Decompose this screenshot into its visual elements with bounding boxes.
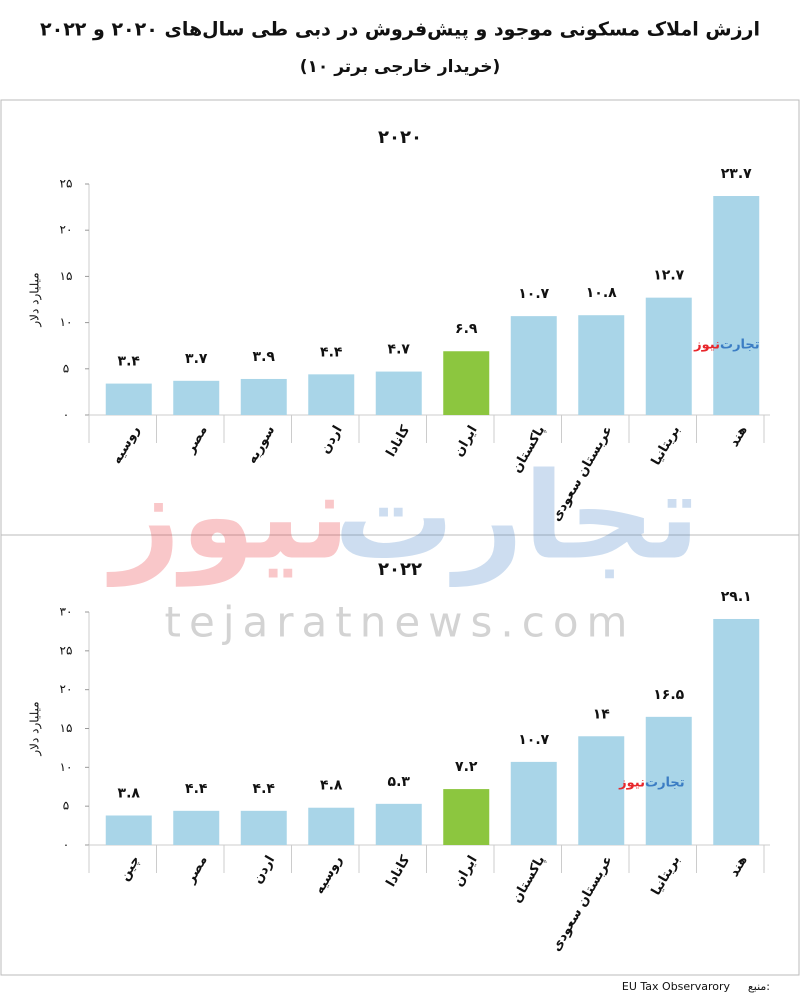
value-label: ۴.۷: [388, 342, 411, 358]
value-label: ۴.۴: [185, 781, 208, 797]
source-label: منبع:: [748, 980, 770, 993]
logo-brand: نیوز: [693, 338, 720, 353]
value-label: ۷.۲: [455, 759, 478, 775]
value-label: ۱۴: [593, 706, 611, 722]
value-label: ۳.۹: [253, 349, 276, 365]
bar: [578, 736, 625, 845]
value-label: ۱۰.۷: [518, 732, 549, 748]
watermark: تجارت نیوز tejaratnews.com: [107, 448, 700, 647]
chart-title: ۲۰۲۲: [378, 559, 422, 580]
watermark-url: tejaratnews.com: [165, 598, 636, 647]
value-label: ۱۶.۵: [653, 687, 684, 703]
value-label: ۱۰.۸: [586, 285, 617, 301]
value-label: ۲۹.۱: [721, 589, 752, 605]
bar: [578, 315, 625, 415]
y-tick-label: ۵: [63, 799, 69, 813]
y-tick-label: ۳۰: [60, 605, 73, 619]
value-label: ۳.۴: [118, 354, 141, 370]
page-title: ارزش املاک مسکونی موجود و پیش‌فروش در دب…: [40, 19, 760, 41]
y-axis-label: میلیارد دلار: [28, 272, 43, 327]
bar: [443, 789, 490, 845]
bar: [240, 810, 287, 845]
y-tick-label: ۰: [63, 838, 69, 852]
logo-brand: تجارت: [720, 338, 760, 353]
logo-brand: تجارت: [645, 776, 685, 791]
y-tick-label: ۰: [63, 408, 69, 422]
value-label: ۴.۴: [320, 344, 343, 360]
bar: [645, 716, 692, 845]
value-label: ۳.۸: [118, 785, 141, 801]
value-label: ۴.۴: [253, 781, 276, 797]
value-label: ۶.۹: [455, 321, 478, 337]
bar: [645, 297, 692, 415]
watermark-brand: نیوز: [107, 448, 350, 587]
bar: [173, 380, 220, 415]
value-label: ۱۲.۷: [653, 268, 684, 284]
bar: [443, 351, 490, 415]
bar: [173, 810, 220, 845]
y-tick-label: ۲۰: [60, 682, 73, 696]
bar: [375, 371, 422, 415]
chart-title: ۲۰۲۰: [378, 127, 422, 148]
y-tick-label: ۱۵: [60, 721, 73, 735]
value-label: ۴.۸: [320, 778, 343, 794]
y-tick-label: ۱۰: [60, 760, 73, 774]
y-tick-label: ۱۵: [60, 269, 73, 283]
bar: [240, 378, 287, 415]
y-tick-label: ۲۵: [60, 643, 73, 657]
bar: [105, 383, 152, 415]
value-label: ۵.۳: [388, 774, 411, 790]
y-tick-label: ۵: [63, 361, 69, 375]
y-tick-label: ۲۵: [60, 177, 73, 191]
bar: [510, 761, 557, 845]
value-label: ۳.۷: [185, 351, 208, 367]
bar: [510, 316, 557, 415]
value-label: ۱۰.۷: [518, 286, 549, 302]
panel-frame: [0, 534, 800, 976]
value-label: ۲۳.۷: [721, 166, 752, 182]
bar: [713, 618, 760, 845]
y-axis-label: میلیارد دلار: [28, 701, 43, 756]
bar: [713, 196, 760, 415]
page-subtitle: (۱۰ خریدار خارجی برتر): [300, 57, 501, 77]
bar: [308, 374, 355, 415]
y-tick-label: ۲۰: [60, 223, 73, 237]
bar: [375, 803, 422, 845]
watermark-brand: تجارت: [334, 448, 700, 587]
source: EU Tax Observarory: [622, 980, 731, 993]
logo-brand: نیوز: [618, 776, 645, 791]
bar: [105, 815, 152, 845]
bar: [308, 807, 355, 845]
y-tick-label: ۱۰: [60, 315, 73, 329]
